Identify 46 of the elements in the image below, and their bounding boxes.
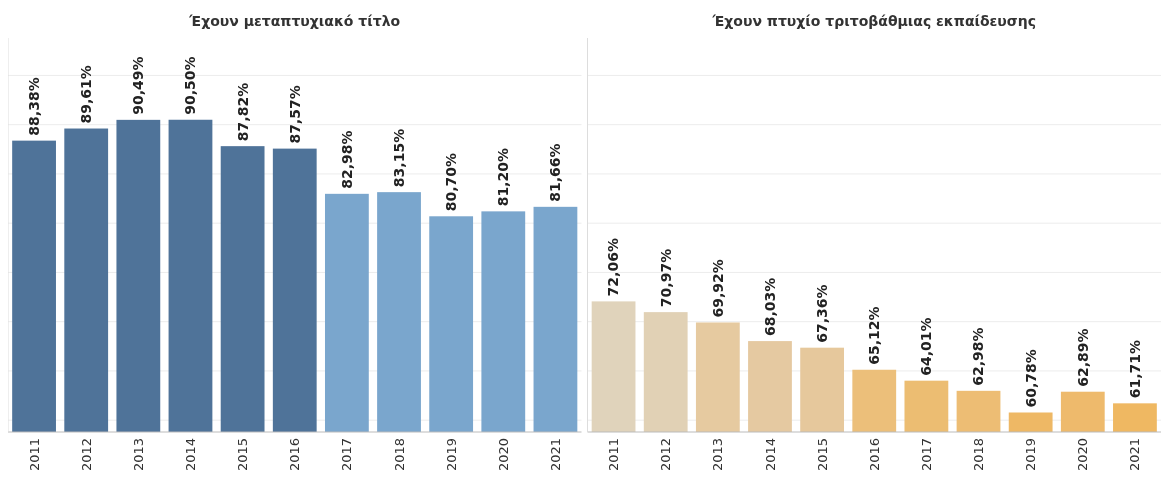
- x-tick-label: 2021: [1127, 438, 1143, 472]
- data-label: 61,71%: [1126, 340, 1143, 399]
- x-tick-label: 2019: [1023, 438, 1039, 472]
- x-tick-label: 2016: [287, 438, 303, 472]
- x-tick-label: 2017: [918, 438, 934, 472]
- chart-title: Έχουν πτυχίο τριτοβάθμιας εκπαίδευσης: [711, 13, 1036, 29]
- data-label: 62,89%: [1074, 328, 1091, 387]
- data-label: 82,98%: [338, 130, 355, 189]
- x-tick-label: 2012: [78, 438, 94, 472]
- x-tick-label: 2015: [235, 438, 251, 472]
- data-label: 69,92%: [709, 259, 726, 318]
- data-label: 67,36%: [814, 284, 831, 343]
- x-tick-label: 2020: [495, 438, 511, 472]
- x-tick-label: 2013: [130, 438, 146, 472]
- data-label: 64,01%: [918, 317, 935, 376]
- data-label: 70,97%: [657, 248, 674, 308]
- data-label: 72,06%: [605, 238, 622, 297]
- x-tick-label: 2020: [1075, 438, 1091, 472]
- x-tick-label: 2018: [971, 438, 987, 472]
- data-label: 87,57%: [286, 85, 303, 144]
- data-label: 81,66%: [547, 143, 564, 202]
- x-tick-label: 2011: [606, 438, 622, 472]
- x-tick-label: 2017: [339, 438, 355, 472]
- data-label: 90,50%: [182, 56, 199, 115]
- data-label: 62,98%: [970, 327, 987, 386]
- data-label: 60,78%: [1022, 349, 1039, 408]
- data-label: 80,70%: [443, 152, 460, 212]
- data-label: 89,61%: [78, 65, 95, 124]
- data-label: 65,12%: [866, 306, 883, 365]
- data-label: 88,38%: [25, 77, 42, 136]
- x-tick-label: 2018: [391, 438, 407, 472]
- data-label: 90,49%: [130, 56, 147, 115]
- data-label: 68,03%: [761, 277, 778, 337]
- x-tick-label: 2014: [762, 438, 778, 472]
- x-tick-label: 2014: [183, 438, 199, 472]
- data-label: 87,82%: [234, 82, 251, 142]
- x-tick-label: 2019: [443, 438, 459, 472]
- x-tick-label: 2011: [26, 438, 42, 472]
- x-tick-label: 2013: [710, 438, 726, 472]
- data-label: 81,20%: [495, 148, 512, 207]
- x-tick-label: 2015: [814, 438, 830, 472]
- x-tick-label: 2016: [866, 438, 882, 472]
- chart-title: Έχουν μεταπτυχιακό τίτλο: [188, 13, 401, 29]
- data-label: 83,15%: [390, 128, 407, 188]
- x-tick-label: 2021: [547, 438, 563, 472]
- x-tick-label: 2012: [658, 438, 674, 472]
